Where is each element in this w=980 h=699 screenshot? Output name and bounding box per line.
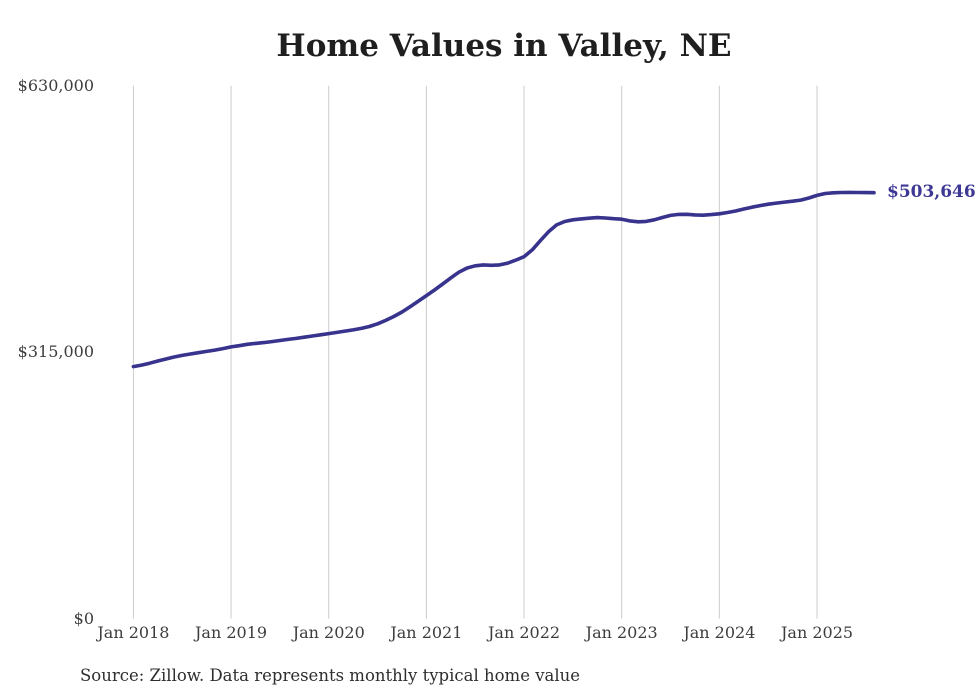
y-tick-label: $0 xyxy=(73,608,94,628)
x-axis-labels: Jan 2018 Jan 2019 Jan 2020 Jan 2021 Jan 2022… xyxy=(0,623,980,643)
series-end-value-label: $503,646 xyxy=(886,181,976,202)
chart-title: Home Values in Valley, NE xyxy=(276,28,732,64)
y-tick-label: $315,000 xyxy=(17,342,94,362)
x-tick-label: Jan 2020 xyxy=(292,623,365,642)
x-tick-label: Jan 2025 xyxy=(780,623,854,642)
home-value-line xyxy=(131,190,876,369)
source-note: Source: Zillow. Data represents monthly … xyxy=(80,666,581,685)
x-tick-label: Jan 2024 xyxy=(683,623,756,642)
x-tick-label: Jan 2022 xyxy=(488,623,561,642)
y-tick-label: $630,000 xyxy=(17,75,94,95)
x-tick-label: Jan 2023 xyxy=(585,623,658,642)
x-tick-label: Jan 2019 xyxy=(195,623,268,642)
x-tick-label: Jan 2018 xyxy=(97,623,170,642)
x-tick-label: Jan 2021 xyxy=(390,623,463,642)
